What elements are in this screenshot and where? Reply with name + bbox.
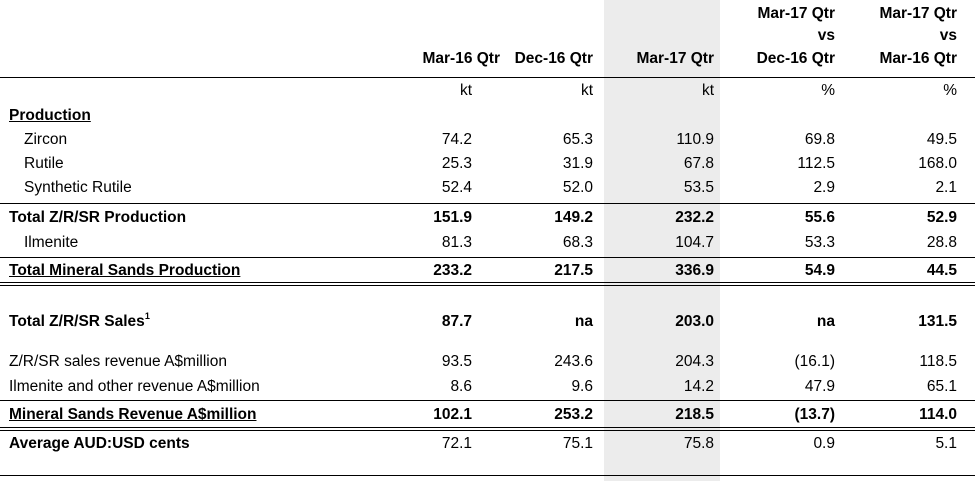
cell: 47.9: [804, 378, 835, 395]
cell: 104.7: [675, 234, 714, 251]
cell: 49.5: [926, 131, 957, 148]
unit-vs-mar: %: [943, 82, 957, 99]
cell: 74.2: [441, 131, 472, 148]
cell: 233.2: [433, 262, 472, 279]
double-rule-top: [0, 282, 975, 283]
row-label-zircon: Zircon: [24, 131, 68, 148]
unit-vs-dec: %: [821, 82, 835, 99]
cell: (13.7): [794, 406, 836, 423]
cell: 151.9: [433, 209, 472, 226]
header-vs-dec-line2: vs: [817, 27, 835, 44]
cell: 67.8: [683, 155, 714, 172]
cell: 52.9: [926, 209, 957, 226]
cell: 8.6: [450, 378, 472, 395]
cell: 203.0: [675, 313, 714, 330]
row-label-average-audusd: Average AUD:USD cents: [9, 435, 190, 452]
row-label-zrsr-sales-revenue: Z/R/SR sales revenue A$million: [9, 353, 227, 370]
row-label-ilmenite-other-revenue: Ilmenite and other revenue A$million: [9, 378, 260, 395]
cell: 336.9: [675, 262, 714, 279]
cell: (16.1): [794, 353, 836, 370]
header-mar17: Mar-17 Qtr: [636, 50, 714, 67]
section-production-label: Production: [9, 107, 91, 124]
header-rule: [0, 77, 975, 78]
row-label-mineral-sands-revenue: Mineral Sands Revenue A$million: [9, 406, 257, 423]
cell: na: [816, 313, 835, 330]
cell: 204.3: [675, 353, 714, 370]
cell: 53.3: [804, 234, 835, 251]
unit-mar16: kt: [459, 82, 472, 99]
cell: 2.1: [935, 179, 957, 196]
cell: 31.9: [562, 155, 593, 172]
total-rule: [0, 257, 975, 258]
cell: 5.1: [935, 435, 957, 452]
cell: 55.6: [804, 209, 835, 226]
cell: 131.5: [918, 313, 957, 330]
cell: 44.5: [926, 262, 957, 279]
cell: 75.1: [562, 435, 593, 452]
header-dec16: Dec-16 Qtr: [514, 50, 593, 67]
row-label-synthetic-rutile: Synthetic Rutile: [24, 179, 132, 196]
cell: na: [574, 313, 593, 330]
row-label-total-zrsr-sales: Total Z/R/SR Sales1: [9, 310, 150, 330]
cell: 168.0: [918, 155, 957, 172]
cell: 52.0: [562, 179, 593, 196]
cell: 110.9: [676, 131, 714, 148]
cell: 81.3: [441, 234, 472, 251]
cell: 72.1: [441, 435, 472, 452]
revenue-rule: [0, 400, 975, 401]
cell: 253.2: [554, 406, 593, 423]
cell: 218.5: [675, 406, 714, 423]
double-rule-bottom: [0, 285, 975, 286]
header-vs-mar-line1: Mar-17 Qtr: [879, 5, 957, 22]
cell: 2.9: [813, 179, 835, 196]
cell: 53.5: [683, 179, 714, 196]
cell: 243.6: [554, 353, 593, 370]
cell: 149.2: [554, 209, 593, 226]
cell: 102.1: [433, 406, 472, 423]
row-label-ilmenite: Ilmenite: [24, 234, 79, 251]
cell: 232.2: [675, 209, 714, 226]
cell: 87.7: [441, 313, 472, 330]
unit-dec16: kt: [580, 82, 593, 99]
header-vs-dec-line1: Mar-17 Qtr: [757, 5, 835, 22]
cell: 65.3: [562, 131, 593, 148]
cell: 118.5: [919, 353, 957, 370]
header-mar16: Mar-16 Qtr: [422, 50, 500, 67]
cell: 93.5: [441, 353, 472, 370]
header-vs-dec-line3: Dec-16 Qtr: [756, 50, 835, 67]
double-rule-2-top: [0, 427, 975, 428]
cell: 9.6: [571, 378, 593, 395]
cell: 54.9: [804, 262, 835, 279]
cell: 75.8: [683, 435, 714, 452]
footnote-mark: 1: [144, 310, 150, 321]
cell: 0.9: [813, 435, 835, 452]
cell: 52.4: [441, 179, 472, 196]
subtotal-rule: [0, 203, 975, 204]
cell: 14.2: [683, 378, 714, 395]
cell: 68.3: [562, 234, 593, 251]
table-bottom-rule: [0, 475, 975, 476]
double-rule-2-bottom: [0, 430, 975, 431]
row-label-total-zrsr-production: Total Z/R/SR Production: [9, 209, 187, 226]
cell: 25.3: [441, 155, 472, 172]
row-label-total-mineral-sands-production: Total Mineral Sands Production: [9, 262, 241, 279]
row-label-rutile: Rutile: [24, 155, 64, 172]
cell: 69.8: [804, 131, 835, 148]
unit-mar17: kt: [701, 82, 714, 99]
cell: 28.8: [926, 234, 957, 251]
header-vs-mar-line2: vs: [939, 27, 957, 44]
cell: 217.5: [554, 262, 593, 279]
cell: 112.5: [797, 155, 835, 172]
cell: 65.1: [926, 378, 957, 395]
header-vs-mar-line3: Mar-16 Qtr: [879, 50, 957, 67]
cell: 114.0: [919, 406, 957, 423]
